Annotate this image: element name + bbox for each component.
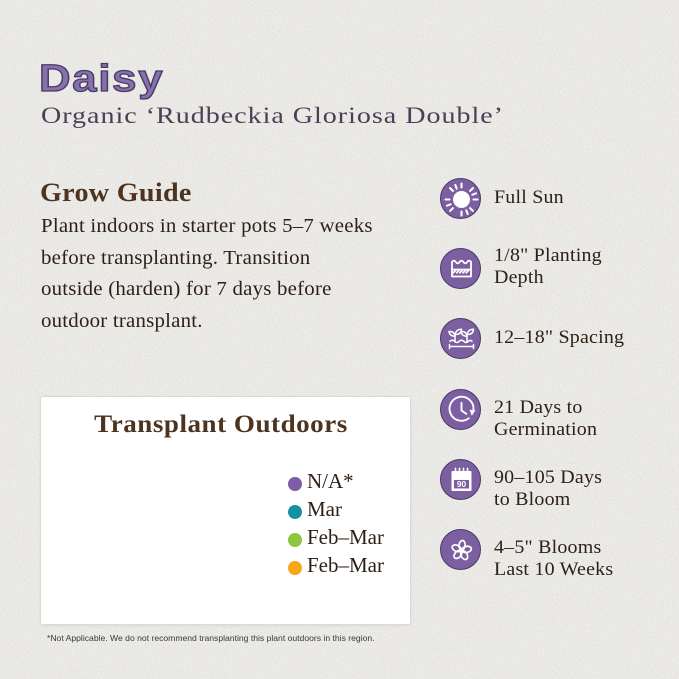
svg-text:90: 90: [457, 479, 467, 489]
